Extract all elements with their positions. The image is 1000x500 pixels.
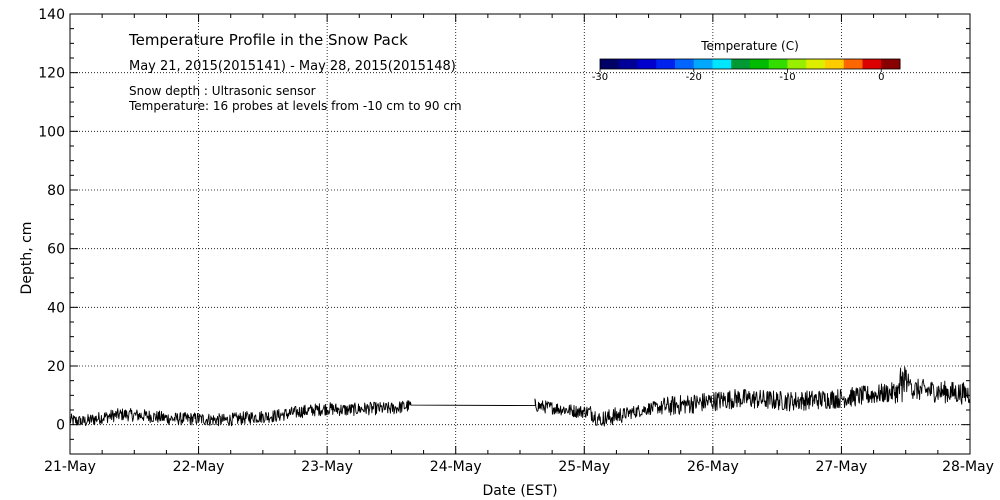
- colorbar-segment: [750, 59, 770, 69]
- colorbar-tick-label: 0: [878, 72, 884, 83]
- y-tick-label: 80: [47, 183, 65, 199]
- colorbar-segment: [825, 59, 845, 69]
- x-tick-label: 25-May: [558, 459, 610, 475]
- colorbar-segment: [862, 59, 882, 69]
- x-tick-label: 27-May: [816, 459, 868, 475]
- colorbar: Temperature (C) -30 -20 -10 0: [592, 39, 901, 83]
- colorbar-border: [599, 58, 901, 70]
- y-axis: 0 20 40 60 80 100 120 140: [38, 7, 970, 455]
- x-tick-label: 28-May: [942, 459, 994, 475]
- grid-lines: [70, 14, 970, 454]
- annotation-snow-depth: Snow depth : Ultrasonic sensor: [129, 84, 316, 98]
- colorbar-title: Temperature (C): [700, 39, 799, 53]
- x-tick-label: 23-May: [301, 459, 353, 475]
- colorbar-tick-label: -30: [592, 72, 608, 83]
- chart-title: Temperature Profile in the Snow Pack: [128, 31, 408, 49]
- colorbar-segment: [731, 59, 751, 69]
- y-tick-label: 20: [47, 359, 65, 375]
- y-tick-label: 60: [47, 242, 65, 258]
- colorbar-tick-label: -20: [686, 72, 702, 83]
- plot-frame: [69, 13, 971, 455]
- colorbar-segment: [768, 59, 788, 69]
- annotation-temperature: Temperature: 16 probes at levels from -1…: [128, 99, 462, 113]
- colorbar-ticks: -30 -20 -10 0: [592, 69, 884, 83]
- y-tick-label: 140: [38, 7, 65, 23]
- chart-subtitle: May 21, 2015(2015141) - May 28, 2015(201…: [129, 59, 456, 74]
- colorbar-segment: [881, 59, 901, 69]
- colorbar-segment: [656, 59, 676, 69]
- y-tick-label: 0: [56, 418, 65, 434]
- colorbar-segment: [637, 59, 657, 69]
- y-tick-label: 120: [38, 66, 65, 82]
- series-line-snow-depth: [69, 366, 971, 427]
- colorbar-segment: [618, 59, 638, 69]
- y-tick-label: 40: [47, 300, 65, 316]
- colorbar-segment: [712, 59, 732, 69]
- x-tick-label: 22-May: [173, 459, 225, 475]
- y-tick-label: 100: [38, 124, 65, 140]
- colorbar-segment: [787, 59, 807, 69]
- x-axis-title: Date (EST): [482, 483, 557, 499]
- colorbar-tick-label: -10: [779, 72, 795, 83]
- colorbar-segment: [843, 59, 863, 69]
- x-axis: 21-May 22-May 23-May 24-May 25-May 26-May 27-M…: [44, 14, 994, 475]
- data-series: [69, 366, 971, 427]
- x-tick-label: 21-May: [44, 459, 96, 475]
- colorbar-segment: [675, 59, 695, 69]
- y-axis-title: Depth, cm: [19, 222, 35, 295]
- colorbar-segment: [806, 59, 826, 69]
- colorbar-segment: [693, 59, 713, 69]
- x-tick-label: 26-May: [687, 459, 739, 475]
- colorbar-segment: [600, 59, 620, 69]
- colorbar-segments: [600, 59, 901, 69]
- x-tick-label: 24-May: [430, 459, 482, 475]
